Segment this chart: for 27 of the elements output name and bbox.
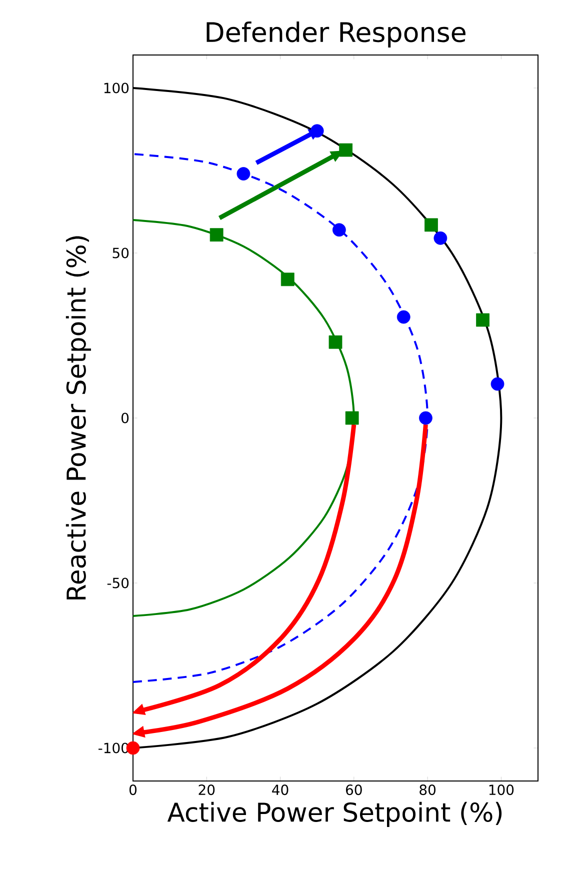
x-tick-label: 40 [272, 784, 288, 796]
point [310, 124, 324, 138]
point [339, 143, 353, 157]
x-tick-label: 100 [489, 784, 514, 796]
x-tick-label: 60 [346, 784, 362, 796]
point [424, 218, 438, 232]
point [210, 228, 224, 242]
y-axis-title: Reactive Power Setpoint (%) [66, 236, 91, 600]
y-tick-label: 100 [104, 82, 129, 94]
point [280, 272, 294, 286]
y-tick-label: 0 [122, 412, 129, 424]
y-tick-label: -50 [107, 578, 129, 588]
y-tick-label: 50 [112, 248, 129, 258]
point [476, 313, 490, 327]
point [236, 167, 250, 180]
point [396, 310, 410, 324]
chart-title: Defender Response [206, 21, 466, 48]
point [419, 411, 432, 425]
point [434, 231, 448, 245]
point [332, 223, 346, 237]
x-tick-label: 80 [420, 784, 436, 796]
point [490, 377, 504, 391]
x-tick-label: 20 [198, 784, 215, 796]
point [345, 411, 359, 425]
x-tick-label: 0 [129, 784, 137, 796]
point [328, 335, 342, 349]
x-axis-title: Active Power Setpoint (%) [167, 802, 502, 827]
